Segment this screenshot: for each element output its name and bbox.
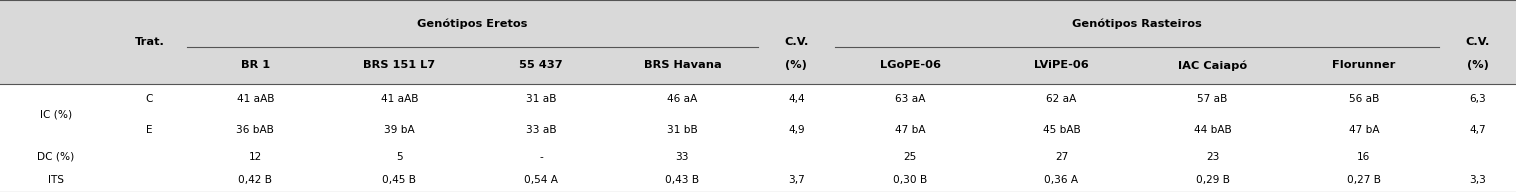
Text: BRS 151 L7: BRS 151 L7 bbox=[364, 60, 435, 70]
Text: 4,4: 4,4 bbox=[788, 94, 805, 104]
Text: 3,3: 3,3 bbox=[1469, 175, 1486, 185]
Bar bbox=[0, 0, 1516, 84]
Text: 41 aAB: 41 aAB bbox=[381, 94, 418, 104]
Text: 46 aA: 46 aA bbox=[667, 94, 697, 104]
Text: 4,7: 4,7 bbox=[1469, 125, 1486, 135]
Text: 0,54 A: 0,54 A bbox=[525, 175, 558, 185]
Text: BR 1: BR 1 bbox=[241, 60, 270, 70]
Text: 55 437: 55 437 bbox=[518, 60, 562, 70]
Text: 39 bA: 39 bA bbox=[384, 125, 415, 135]
Text: 31 aB: 31 aB bbox=[526, 94, 556, 104]
Text: 36 bAB: 36 bAB bbox=[236, 125, 274, 135]
Text: 0,29 B: 0,29 B bbox=[1196, 175, 1229, 185]
Text: (%): (%) bbox=[785, 60, 807, 70]
Text: 0,36 A: 0,36 A bbox=[1045, 175, 1078, 185]
Text: (%): (%) bbox=[1467, 60, 1489, 70]
Text: 4,9: 4,9 bbox=[788, 125, 805, 135]
Text: 12: 12 bbox=[249, 152, 262, 162]
Text: -: - bbox=[540, 152, 543, 162]
Text: 0,27 B: 0,27 B bbox=[1346, 175, 1381, 185]
Text: 47 bA: 47 bA bbox=[894, 125, 925, 135]
Text: DC (%): DC (%) bbox=[38, 152, 74, 162]
Text: 25: 25 bbox=[904, 152, 917, 162]
Text: 0,45 B: 0,45 B bbox=[382, 175, 417, 185]
Text: 0,42 B: 0,42 B bbox=[238, 175, 273, 185]
Text: 57 aB: 57 aB bbox=[1198, 94, 1228, 104]
Text: 33 aB: 33 aB bbox=[526, 125, 556, 135]
Text: ITS: ITS bbox=[49, 175, 64, 185]
Text: 16: 16 bbox=[1357, 152, 1370, 162]
Text: IAC Caiapó: IAC Caiapó bbox=[1178, 60, 1248, 71]
Text: 63 aA: 63 aA bbox=[894, 94, 925, 104]
Text: 6,3: 6,3 bbox=[1469, 94, 1486, 104]
Text: 41 aAB: 41 aAB bbox=[236, 94, 274, 104]
Text: Florunner: Florunner bbox=[1333, 60, 1396, 70]
Text: Trat.: Trat. bbox=[135, 37, 164, 47]
Text: 23: 23 bbox=[1205, 152, 1219, 162]
Text: 56 aB: 56 aB bbox=[1349, 94, 1380, 104]
Text: 62 aA: 62 aA bbox=[1046, 94, 1076, 104]
Text: LViPE-06: LViPE-06 bbox=[1034, 60, 1088, 70]
Text: 0,30 B: 0,30 B bbox=[893, 175, 928, 185]
Text: C.V.: C.V. bbox=[1466, 37, 1490, 47]
Text: 31 bB: 31 bB bbox=[667, 125, 697, 135]
Text: 33: 33 bbox=[676, 152, 690, 162]
Text: 45 bAB: 45 bAB bbox=[1043, 125, 1081, 135]
Text: E: E bbox=[146, 125, 153, 135]
Text: 47 bA: 47 bA bbox=[1349, 125, 1380, 135]
Text: C: C bbox=[146, 94, 153, 104]
Text: Genótipos Eretos: Genótipos Eretos bbox=[417, 18, 528, 29]
Text: 44 bAB: 44 bAB bbox=[1193, 125, 1231, 135]
Bar bbox=[0, 84, 1516, 192]
Text: C.V.: C.V. bbox=[784, 37, 808, 47]
Text: 27: 27 bbox=[1055, 152, 1067, 162]
Text: 0,43 B: 0,43 B bbox=[666, 175, 699, 185]
Text: LGoPE-06: LGoPE-06 bbox=[879, 60, 940, 70]
Text: BRS Havana: BRS Havana bbox=[643, 60, 722, 70]
Text: 3,7: 3,7 bbox=[788, 175, 805, 185]
Text: Genótipos Rasteiros: Genótipos Rasteiros bbox=[1072, 18, 1202, 29]
Text: IC (%): IC (%) bbox=[39, 109, 73, 119]
Text: 5: 5 bbox=[396, 152, 403, 162]
